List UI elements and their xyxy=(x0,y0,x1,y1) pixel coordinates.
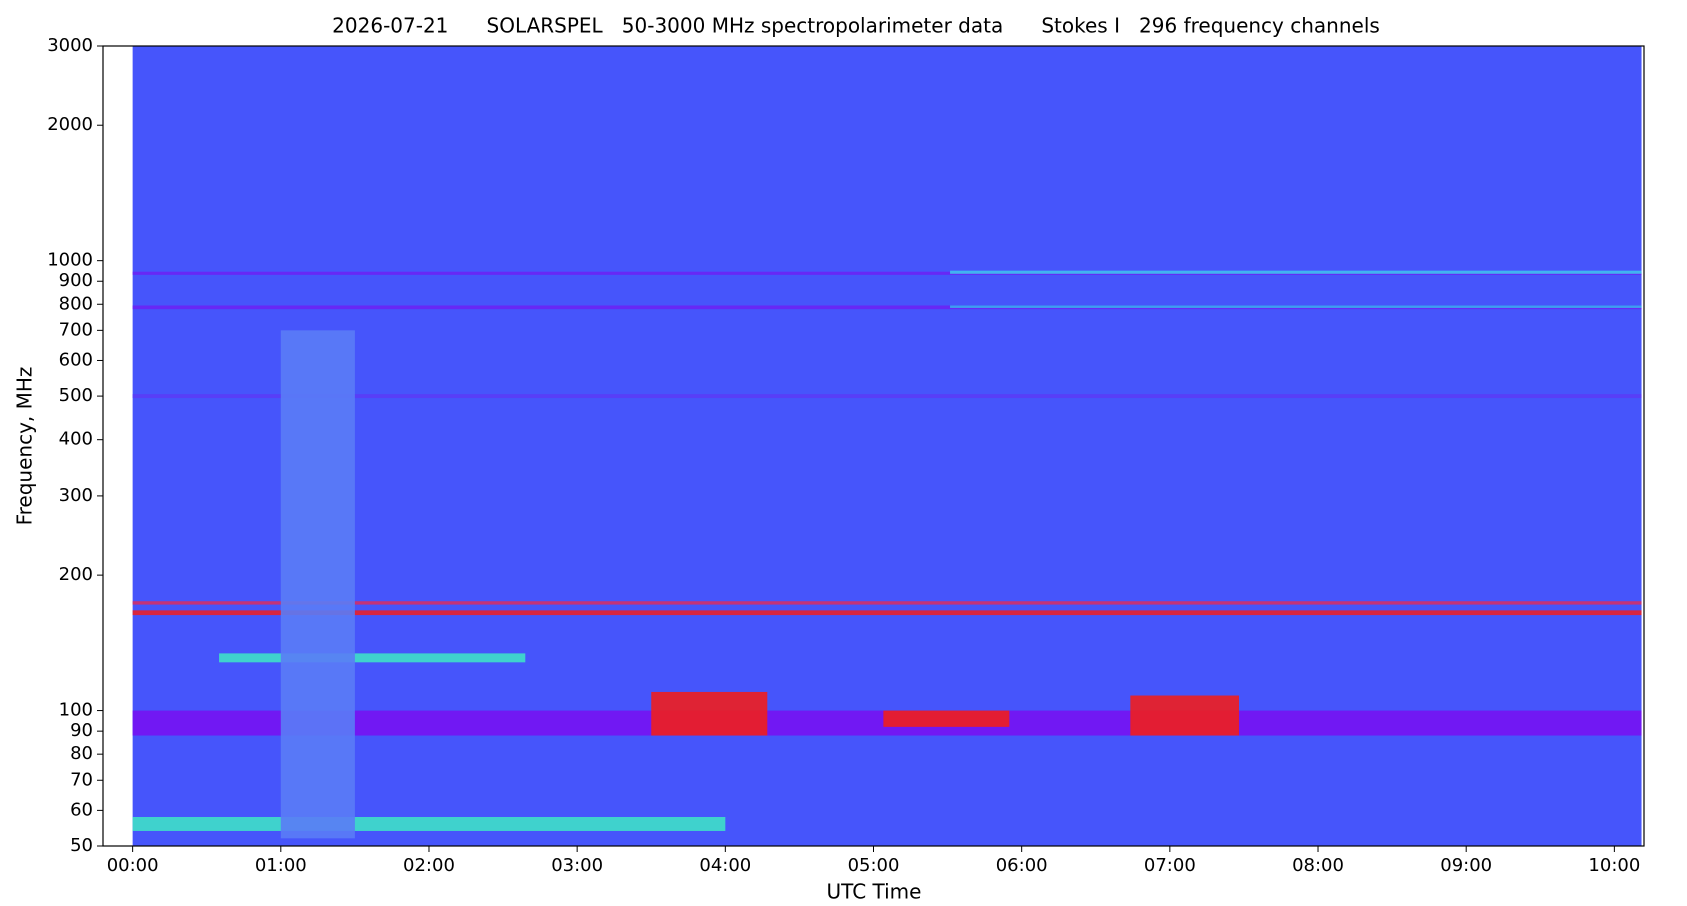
y-tick-label: 60 xyxy=(70,799,93,820)
y-tick-label: 200 xyxy=(59,564,93,585)
signal-region xyxy=(132,601,1642,605)
signal-region xyxy=(132,305,1642,310)
y-tick-label: 90 xyxy=(70,720,93,741)
y-tick-label: 600 xyxy=(59,349,93,370)
y-tick-label: 300 xyxy=(59,485,93,506)
x-tick-label: 04:00 xyxy=(699,855,751,876)
y-axis-label: Frequency, MHz xyxy=(13,367,37,526)
signal-region xyxy=(219,653,526,663)
signal-region xyxy=(651,691,768,736)
x-tick-label: 08:00 xyxy=(1292,855,1344,876)
y-tick-label: 50 xyxy=(70,835,93,856)
signal-region xyxy=(132,817,726,831)
y-tick-label: 80 xyxy=(70,743,93,764)
y-tick-label: 500 xyxy=(59,385,93,406)
y-tick-label: 1000 xyxy=(47,250,93,271)
y-tick-label: 700 xyxy=(59,319,93,340)
y-tick-label: 800 xyxy=(59,293,93,314)
signal-region xyxy=(280,330,355,839)
x-tick-label: 00:00 xyxy=(107,855,159,876)
x-tick-label: 07:00 xyxy=(1144,855,1196,876)
x-tick-label: 01:00 xyxy=(255,855,307,876)
x-tick-label: 06:00 xyxy=(996,855,1048,876)
y-tick-label: 3000 xyxy=(47,35,93,56)
y-tick-label: 70 xyxy=(70,769,93,790)
signal-region xyxy=(132,394,1642,399)
signal-region xyxy=(950,305,1642,308)
chart-title: 2026-07-21 SOLARSPEL 50-3000 MHz spectro… xyxy=(332,14,1380,38)
x-tick-label: 10:00 xyxy=(1588,855,1640,876)
x-tick-label: 09:00 xyxy=(1440,855,1492,876)
signal-region xyxy=(132,271,1642,275)
x-tick-label: 02:00 xyxy=(403,855,455,876)
x-tick-label: 03:00 xyxy=(551,855,603,876)
y-tick-label: 900 xyxy=(59,270,93,291)
x-axis-label: UTC Time xyxy=(827,880,922,904)
y-tick-label: 400 xyxy=(59,429,93,450)
y-tick-label: 2000 xyxy=(47,114,93,135)
signal-region xyxy=(132,610,1642,616)
signal-region xyxy=(883,710,1010,727)
signal-region xyxy=(1130,695,1239,736)
y-tick-label: 100 xyxy=(59,700,93,721)
signal-region xyxy=(950,270,1642,274)
x-tick-label: 05:00 xyxy=(848,855,900,876)
